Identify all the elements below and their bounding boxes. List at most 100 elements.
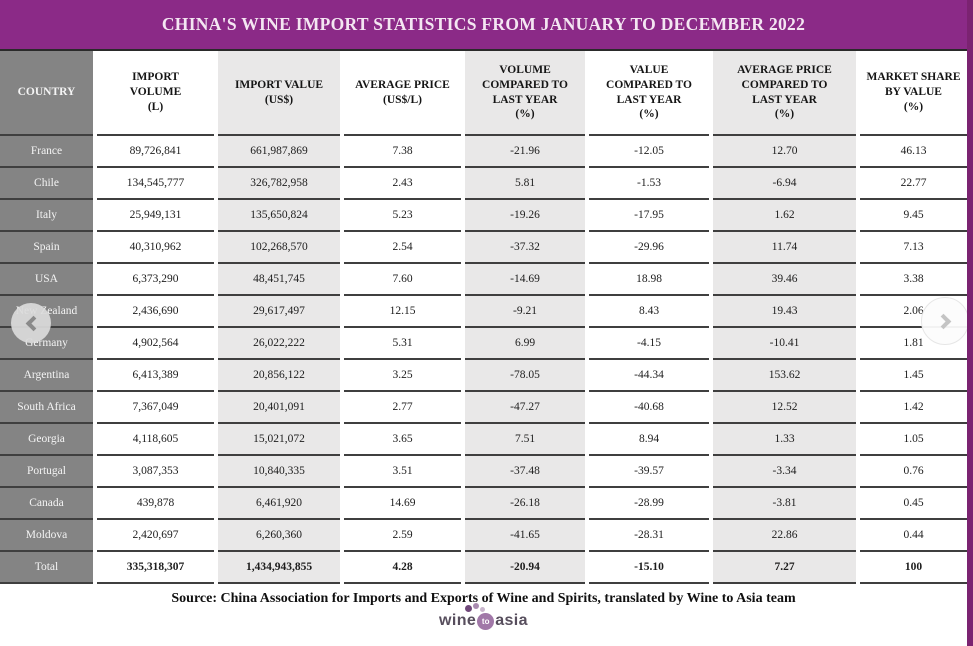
- table-cell: 40,310,962: [97, 232, 214, 264]
- table-cell: 89,726,841: [97, 136, 214, 168]
- table-cell: 39.46: [713, 264, 856, 296]
- table-cell: 0.45: [860, 488, 967, 520]
- table-cell: -28.31: [589, 520, 709, 552]
- chevron-left-icon: [25, 315, 41, 331]
- table-cell: -37.32: [465, 232, 585, 264]
- table-cell: -17.95: [589, 200, 709, 232]
- table-cell: 12.15: [344, 296, 461, 328]
- table-cell: 1.45: [860, 360, 967, 392]
- row-label-georgia: Georgia: [0, 424, 93, 456]
- table-cell: 14.69: [344, 488, 461, 520]
- column-header-average-price: AVERAGE PRICE (US$/L): [344, 51, 461, 136]
- table-cell: 1.62: [713, 200, 856, 232]
- table-cell: 439,878: [97, 488, 214, 520]
- next-slide-edge: [967, 0, 973, 646]
- table-cell: 7.27: [713, 552, 856, 584]
- table-cell: 9.45: [860, 200, 967, 232]
- table-cell: -3.81: [713, 488, 856, 520]
- table-cell: 12.70: [713, 136, 856, 168]
- table-cell: 5.23: [344, 200, 461, 232]
- table-cell: 135,650,824: [218, 200, 340, 232]
- table-cell: 20,856,122: [218, 360, 340, 392]
- table-cell: -39.57: [589, 456, 709, 488]
- table-cell: 12.52: [713, 392, 856, 424]
- table-cell: 153.62: [713, 360, 856, 392]
- table-cell: 8.43: [589, 296, 709, 328]
- table-cell: -15.10: [589, 552, 709, 584]
- table-cell: 7.38: [344, 136, 461, 168]
- column-header-average-price: AVERAGE PRICE COMPARED TO LAST YEAR (%): [713, 51, 856, 136]
- table-cell: -3.34: [713, 456, 856, 488]
- table-cell: 102,268,570: [218, 232, 340, 264]
- table-cell: 20,401,091: [218, 392, 340, 424]
- row-label-italy: Italy: [0, 200, 93, 232]
- table-cell: 6,373,290: [97, 264, 214, 296]
- table-cell: 1.42: [860, 392, 967, 424]
- row-label-total: Total: [0, 552, 93, 584]
- table-cell: 3.65: [344, 424, 461, 456]
- table-cell: 0.76: [860, 456, 967, 488]
- table-cell: 25,949,131: [97, 200, 214, 232]
- table-cell: 6.99: [465, 328, 585, 360]
- table-cell: 5.81: [465, 168, 585, 200]
- table-cell: 1.05: [860, 424, 967, 456]
- logo-word-asia: asia: [495, 612, 528, 629]
- table-cell: 22.86: [713, 520, 856, 552]
- table-cell: 3.51: [344, 456, 461, 488]
- table-cell: 3,087,353: [97, 456, 214, 488]
- carousel-next-button[interactable]: [921, 297, 969, 345]
- table-cell: 6,260,360: [218, 520, 340, 552]
- table-cell: 2.59: [344, 520, 461, 552]
- table-cell: -41.65: [465, 520, 585, 552]
- row-label-moldova: Moldova: [0, 520, 93, 552]
- table-cell: -12.05: [589, 136, 709, 168]
- table-cell: 335,318,307: [97, 552, 214, 584]
- table-cell: 2,436,690: [97, 296, 214, 328]
- carousel-prev-button[interactable]: [11, 303, 51, 343]
- table-cell: -21.96: [465, 136, 585, 168]
- table-cell: -14.69: [465, 264, 585, 296]
- table-cell: 19.43: [713, 296, 856, 328]
- table-cell: -19.26: [465, 200, 585, 232]
- table-cell: 134,545,777: [97, 168, 214, 200]
- row-label-usa: USA: [0, 264, 93, 296]
- chevron-right-icon: [935, 313, 951, 329]
- table-cell: -4.15: [589, 328, 709, 360]
- table-cell: -20.94: [465, 552, 585, 584]
- wine-import-table: COUNTRY IMPORT VOLUME (L) IMPORT VALUE (US…: [0, 51, 967, 584]
- row-label-argentina: Argentina: [0, 360, 93, 392]
- table-cell: -44.34: [589, 360, 709, 392]
- table-cell: 2.43: [344, 168, 461, 200]
- column-header-value: VALUE COMPARED TO LAST YEAR (%): [589, 51, 709, 136]
- table-cell: -26.18: [465, 488, 585, 520]
- row-label-portugal: Portugal: [0, 456, 93, 488]
- table-cell: 3.25: [344, 360, 461, 392]
- table-cell: -28.99: [589, 488, 709, 520]
- table-cell: 2.54: [344, 232, 461, 264]
- wine-to-asia-logo: wine to asia: [0, 603, 967, 630]
- table-cell: -40.68: [589, 392, 709, 424]
- table-cell: -37.48: [465, 456, 585, 488]
- grapes-icon: [465, 603, 495, 613]
- logo-word-wine: wine: [439, 612, 477, 629]
- page-title: CHINA'S WINE IMPORT STATISTICS FROM JANU…: [161, 14, 806, 34]
- table-cell: 7,367,049: [97, 392, 214, 424]
- table-cell: 326,782,958: [218, 168, 340, 200]
- table-cell: 10,840,335: [218, 456, 340, 488]
- table-cell: 7.51: [465, 424, 585, 456]
- table-cell: -78.05: [465, 360, 585, 392]
- table-cell: -1.53: [589, 168, 709, 200]
- column-header-market-share: MARKET SHARE BY VALUE (%): [860, 51, 967, 136]
- row-label-canada: Canada: [0, 488, 93, 520]
- table-cell: 2.77: [344, 392, 461, 424]
- row-label-france: France: [0, 136, 93, 168]
- table-cell: -6.94: [713, 168, 856, 200]
- table-cell: 22.77: [860, 168, 967, 200]
- table-cell: 1,434,943,855: [218, 552, 340, 584]
- column-header-import-value: IMPORT VALUE (US$): [218, 51, 340, 136]
- table-cell: 11.74: [713, 232, 856, 264]
- table-cell: 7.60: [344, 264, 461, 296]
- table-cell: -47.27: [465, 392, 585, 424]
- table-cell: 46.13: [860, 136, 967, 168]
